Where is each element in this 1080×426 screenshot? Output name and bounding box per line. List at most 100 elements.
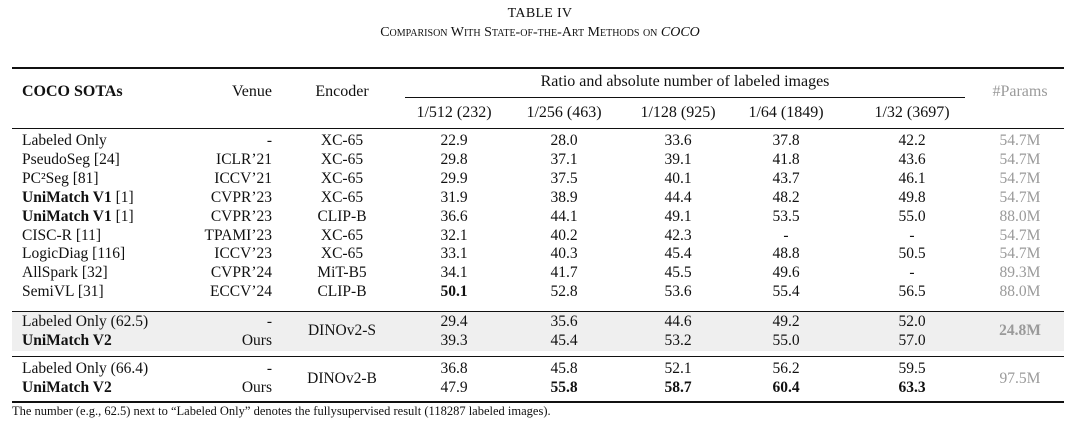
method-ref: [1]: [115, 188, 134, 206]
venue-cell: TPAMI’23: [204, 226, 272, 244]
value-cell: 49.1: [664, 207, 692, 225]
value-cell: 46.1: [898, 169, 926, 187]
value-cell: 52.1: [664, 360, 692, 377]
dinov2-s-encoder: DINOv2-S: [307, 322, 377, 339]
value-cell: 41.7: [550, 264, 578, 282]
value-cell: 56.5: [898, 283, 926, 301]
table-subtitle: Comparison With State-of-the-Art Methods…: [0, 25, 1080, 41]
table-title: TABLE IV: [507, 6, 573, 21]
value-cell: 41.8: [772, 150, 800, 168]
venue-cell: CVPR’23: [210, 207, 272, 225]
method-name: LogicDiag [116]: [22, 245, 125, 263]
header-split-3: 1/64 (1849): [748, 104, 824, 121]
venue-cell: ECCV’24: [210, 283, 272, 301]
method-ref: [31]: [77, 283, 104, 301]
encoder-cell: XC-65: [320, 245, 364, 263]
value-cell: 44.4: [664, 188, 692, 206]
venue-cell: CVPR’23: [210, 188, 272, 206]
header-split-2: 1/128 (925): [640, 104, 716, 121]
section-rule-2: [12, 356, 1064, 357]
value-cell: 43.6: [898, 150, 926, 168]
method-name: SemiVL [31]: [22, 283, 104, 301]
value-cell: 45.4: [550, 332, 578, 349]
value-cell: 35.6: [550, 313, 578, 330]
value-cell: 58.7: [664, 379, 692, 396]
venue-cell: -: [266, 132, 272, 149]
method-name: PseudoSeg [24]: [22, 151, 120, 169]
value-cell: 29.8: [440, 150, 468, 168]
venue-cell: -: [266, 360, 272, 377]
params-cell: 88.0M: [999, 207, 1041, 225]
method-label: UniMatch V1: [22, 188, 112, 206]
value-cell: 40.3: [550, 245, 578, 263]
encoder-cell: XC-65: [320, 226, 364, 244]
method-label: UniMatch V1: [22, 207, 112, 225]
table-subtitle-dataset: COCO: [660, 25, 700, 40]
value-cell: 33.6: [664, 132, 692, 149]
value-cell: 47.9: [440, 379, 468, 396]
dinov2-b-encoder: DINOv2-B: [307, 370, 377, 387]
value-cell: 45.5: [664, 264, 692, 282]
header-split-1: 1/256 (463): [526, 104, 602, 121]
value-cell: 29.9: [440, 169, 468, 187]
encoder-cell: XC-65: [320, 150, 364, 168]
group-rule: [405, 97, 965, 98]
encoder-cell: MiT-B5: [317, 264, 367, 282]
value-cell: 53.2: [664, 332, 692, 349]
venue-cell: ICCV’23: [214, 245, 272, 263]
value-cell: 52.8: [550, 283, 578, 301]
value-cell: 55.0: [772, 332, 800, 349]
value-cell: 22.9: [440, 132, 468, 149]
method-label: PC²Seg: [22, 169, 69, 187]
method-ref: [11]: [75, 226, 102, 244]
params-cell: 54.7M: [999, 188, 1041, 206]
value-cell: 53.5: [772, 207, 800, 225]
top-rule: [12, 67, 1064, 69]
method-name: PC²Seg [81]: [22, 170, 99, 188]
method-ref: [116]: [92, 245, 126, 263]
value-cell: 39.1: [664, 150, 692, 168]
params-cell: 54.7M: [999, 226, 1041, 244]
value-cell: 44.6: [664, 313, 692, 330]
value-cell: 45.4: [664, 245, 692, 263]
method-label: LogicDiag: [22, 245, 89, 263]
method-label: AllSpark: [22, 264, 78, 282]
value-cell: 48.2: [772, 188, 800, 206]
value-cell: 49.2: [772, 313, 800, 330]
method-label: SemiVL: [22, 283, 74, 301]
value-cell: 37.5: [550, 169, 578, 187]
value-cell: -: [783, 226, 789, 244]
method-label: CISC-R: [22, 226, 72, 244]
header-split-4: 1/32 (3697): [874, 104, 950, 121]
value-cell: 42.3: [664, 226, 692, 244]
method-name: UniMatch V2: [22, 379, 112, 396]
venue-cell: -: [266, 313, 272, 330]
method-name: AllSpark [32]: [22, 264, 108, 282]
params-cell: 54.7M: [999, 132, 1041, 149]
venue-cell: Ours: [241, 379, 272, 396]
table-footnote: The number (e.g., 62.5) next to “Labeled…: [12, 404, 551, 418]
dinov2-s-band: [12, 311, 1064, 351]
method-label: PseudoSeg: [22, 150, 91, 168]
value-cell: 55.0: [898, 207, 926, 225]
section-rule-1: [12, 311, 1064, 312]
value-cell: 37.8: [772, 132, 800, 149]
value-cell: 55.4: [772, 283, 800, 301]
value-cell: 57.0: [898, 332, 926, 349]
encoder-cell: XC-65: [320, 188, 364, 206]
value-cell: 55.8: [550, 379, 578, 396]
value-cell: 63.3: [898, 379, 926, 396]
value-cell: 33.1: [440, 245, 468, 263]
value-cell: 59.5: [898, 360, 926, 377]
value-cell: 56.2: [772, 360, 800, 377]
value-cell: 28.0: [550, 132, 578, 149]
dinov2-b-params: 97.5M: [999, 370, 1041, 387]
header-rule: [12, 128, 1064, 129]
value-cell: 49.8: [898, 188, 926, 206]
method-ref: [1]: [115, 207, 134, 225]
value-cell: 32.1: [440, 226, 468, 244]
method-name: CISC-R [11]: [22, 227, 101, 245]
header-venue: Venue: [232, 83, 272, 100]
value-cell: 53.6: [664, 283, 692, 301]
method-name: UniMatch V1 [1]: [22, 189, 134, 207]
